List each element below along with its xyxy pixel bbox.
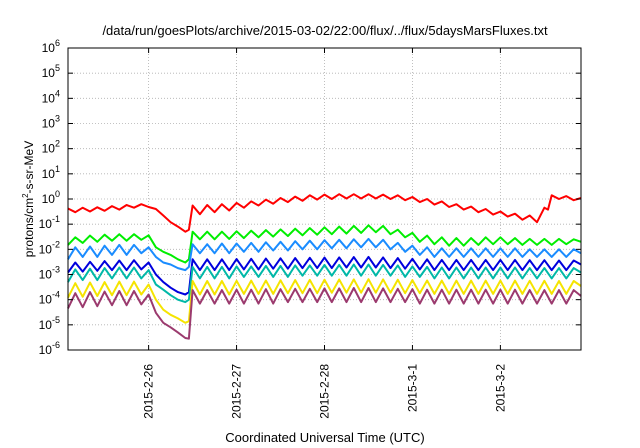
grid — [68, 48, 581, 350]
y-tick-label: 10-6 — [39, 340, 60, 357]
y-tick-label: 104 — [42, 88, 60, 105]
chart-title: /data/run/goesPlots/archive/2015-03-02/2… — [102, 23, 548, 38]
y-tick-label: 10-1 — [39, 214, 60, 231]
x-tick-label: 2015-3-2 — [493, 364, 507, 412]
series-line-2 — [67, 224, 582, 264]
series-line-1 — [67, 193, 582, 233]
y-tick-label: 102 — [42, 139, 60, 156]
series-line-6 — [67, 278, 582, 324]
x-axis: 2015-2-26 2015-2-27 2015-2-28 2015-3-1 2015-… — [142, 48, 507, 419]
y-tick-label: 105 — [42, 63, 60, 80]
y-tick-label: 101 — [42, 164, 60, 181]
x-tick-label: 2015-3-1 — [405, 364, 419, 412]
y-tick-label: 103 — [42, 114, 60, 131]
y-tick-label: 10-3 — [39, 265, 60, 282]
x-tick-label: 2015-2-28 — [318, 364, 332, 419]
y-axis-label: protons/cm2-s-sr-MeV — [21, 141, 36, 257]
series-line-3 — [67, 237, 582, 272]
series-line-7 — [67, 287, 582, 340]
x-tick-label: 2015-2-26 — [142, 364, 156, 419]
series-line-5 — [67, 263, 582, 304]
x-axis-label: Coordinated Universal Time (UTC) — [225, 430, 424, 445]
y-tick-label: 106 — [42, 38, 60, 55]
x-tick-label: 2015-2-27 — [230, 364, 244, 419]
y-tick-label: 10-4 — [39, 290, 60, 307]
y-axis: 10-6 10-5 10-4 10-3 10-2 10-1 100 101 102 103 104 1… — [39, 38, 581, 357]
y-tick-label: 10-2 — [39, 239, 60, 256]
y-tick-label: 10-5 — [39, 315, 60, 332]
series-line-4 — [67, 255, 582, 296]
y-tick-label: 100 — [42, 189, 60, 206]
series-layer — [67, 193, 582, 340]
